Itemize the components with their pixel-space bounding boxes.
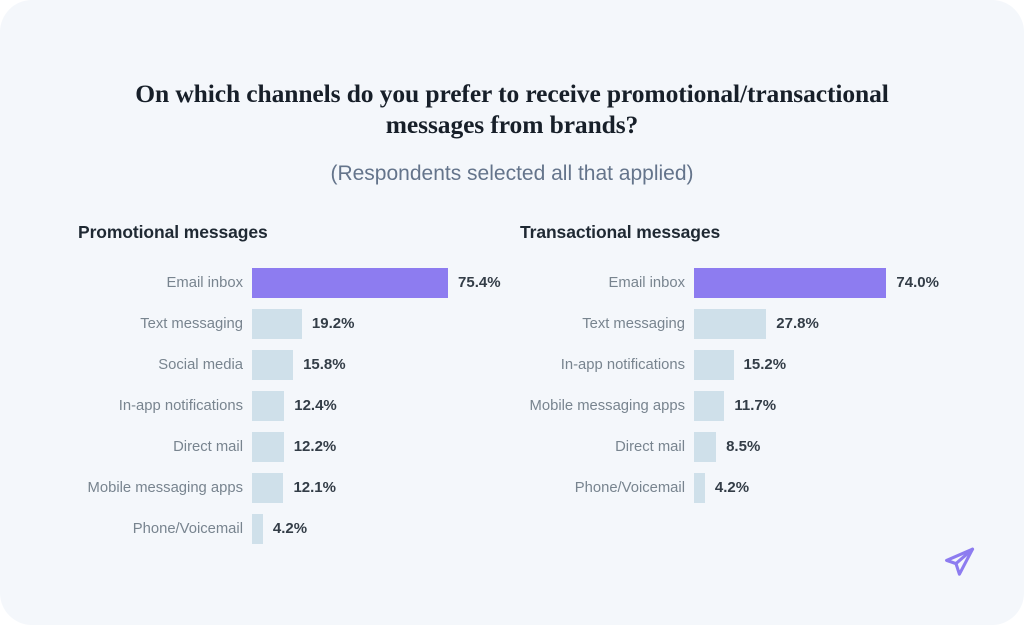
chart-panels: Promotional messages Email inbox 75.4% Tex… bbox=[0, 222, 1024, 549]
bar-rows-transactional: Email inbox 74.0% Text messaging 27.8% In-ap… bbox=[520, 262, 946, 508]
bar-category-label: Phone/Voicemail bbox=[574, 479, 685, 496]
bar-row: Phone/Voicemail 4.2% bbox=[78, 508, 512, 549]
bar-track: 12.4% bbox=[252, 390, 512, 421]
bar-value-label: 12.1% bbox=[293, 479, 336, 496]
bar-row: Text messaging 19.2% bbox=[78, 303, 512, 344]
bar-track: 75.4% bbox=[252, 267, 512, 298]
bar-row: In-app notifications 15.2% bbox=[520, 344, 946, 385]
bar bbox=[252, 267, 449, 298]
bar-row: Phone/Voicemail 4.2% bbox=[520, 467, 946, 508]
bar-category-label: Email inbox bbox=[608, 274, 685, 291]
bar-value-label: 15.2% bbox=[743, 356, 787, 373]
panel-heading-promotional: Promotional messages bbox=[78, 222, 268, 242]
bar-row: Email inbox 75.4% bbox=[78, 262, 512, 303]
bar bbox=[252, 390, 285, 421]
bar-value-label: 12.2% bbox=[293, 438, 337, 455]
bar-category-label: Phone/Voicemail bbox=[132, 520, 243, 537]
bar-row: Social media 15.8% bbox=[78, 344, 512, 385]
bar-category-label: Mobile messaging apps bbox=[87, 479, 243, 496]
bar bbox=[694, 308, 767, 339]
bar-row: Mobile messaging apps 12.1% bbox=[78, 467, 512, 508]
bar-row: Text messaging 27.8% bbox=[520, 303, 946, 344]
bar bbox=[252, 308, 302, 339]
bar-row: Mobile messaging apps 11.7% bbox=[520, 385, 946, 426]
bar-track: 12.2% bbox=[252, 431, 512, 462]
bar-rows-promotional: Email inbox 75.4% Text messaging 19.2% Socia… bbox=[78, 262, 512, 549]
panel-heading-transactional: Transactional messages bbox=[520, 222, 721, 242]
bar-category-label: Direct mail bbox=[615, 438, 685, 455]
bar bbox=[252, 513, 263, 544]
bar-category-label: In-app notifications bbox=[560, 356, 685, 373]
bar bbox=[694, 267, 887, 298]
bar bbox=[252, 431, 284, 462]
bar-value-label: 74.0% bbox=[896, 274, 939, 291]
bar-row: Email inbox 74.0% bbox=[520, 262, 946, 303]
bar bbox=[694, 390, 725, 421]
bar-track: 15.2% bbox=[694, 349, 946, 380]
bar-category-label: Text messaging bbox=[582, 315, 685, 332]
bar-value-label: 27.8% bbox=[776, 315, 819, 332]
bar-track: 4.2% bbox=[252, 513, 512, 544]
bar-value-label: 8.5% bbox=[726, 438, 761, 455]
bar-track: 12.1% bbox=[252, 472, 512, 503]
bar-track: 27.8% bbox=[694, 308, 946, 339]
bar-row: Direct mail 12.2% bbox=[78, 426, 512, 467]
bar-track: 19.2% bbox=[252, 308, 512, 339]
bar-track: 11.7% bbox=[694, 390, 946, 421]
bar-category-label: Email inbox bbox=[166, 274, 243, 291]
bar-category-label: Direct mail bbox=[173, 438, 243, 455]
bar bbox=[694, 349, 734, 380]
bar-track: 74.0% bbox=[694, 267, 946, 298]
chart-panel-promotional: Promotional messages Email inbox 75.4% Tex… bbox=[78, 222, 512, 549]
bar bbox=[694, 431, 717, 462]
bar-value-label: 15.8% bbox=[303, 356, 346, 373]
bar-value-label: 75.4% bbox=[458, 274, 501, 291]
page-title: On which channels do you prefer to recei… bbox=[135, 79, 889, 139]
bar-category-label: In-app notifications bbox=[118, 397, 243, 414]
chart-header: On which channels do you prefer to recei… bbox=[0, 0, 1024, 186]
bar-track: 4.2% bbox=[694, 472, 946, 503]
bar-category-label: Social media bbox=[158, 356, 243, 373]
bar-value-label: 19.2% bbox=[311, 315, 355, 332]
bar-value-label: 11.7% bbox=[734, 397, 777, 414]
chart-subtitle: (Respondents selected all that applied) bbox=[330, 162, 694, 185]
bar bbox=[252, 349, 294, 380]
bar-category-label: Mobile messaging apps bbox=[529, 397, 685, 414]
bar bbox=[694, 472, 705, 503]
chart-panel-transactional: Transactional messages Email inbox 74.0% T… bbox=[512, 222, 946, 549]
bar-value-label: 4.2% bbox=[714, 479, 750, 496]
paper-plane-icon bbox=[938, 541, 980, 583]
bar-category-label: Text messaging bbox=[140, 315, 243, 332]
bar-value-label: 4.2% bbox=[272, 520, 308, 537]
bar-track: 8.5% bbox=[694, 431, 946, 462]
bar bbox=[252, 472, 284, 503]
bar-row: Direct mail 8.5% bbox=[520, 426, 946, 467]
bar-track: 15.8% bbox=[252, 349, 512, 380]
bar-value-label: 12.4% bbox=[294, 397, 337, 414]
bar-row: In-app notifications 12.4% bbox=[78, 385, 512, 426]
